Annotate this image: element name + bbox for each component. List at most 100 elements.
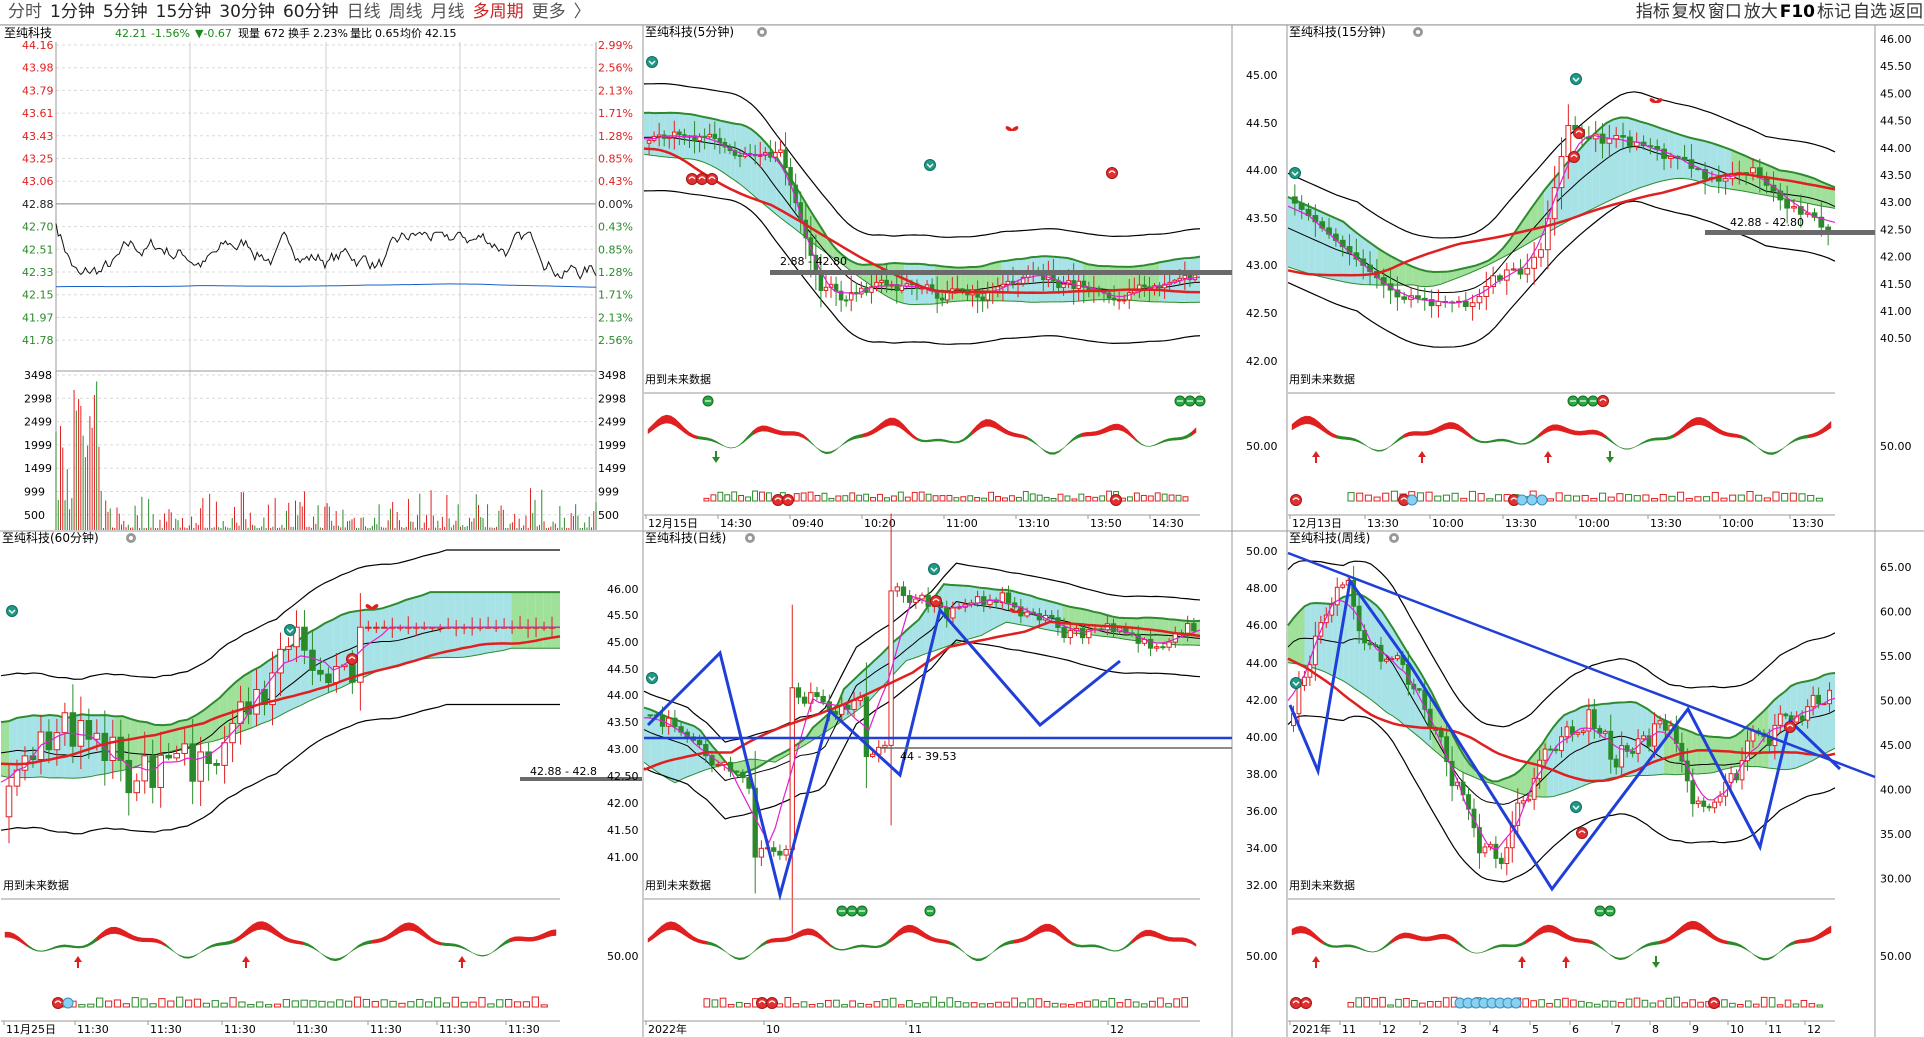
m15-macd-area — [1484, 440, 1490, 444]
weekly-macd-area — [1511, 944, 1517, 948]
weekly-indicator-bar — [1562, 997, 1569, 1008]
tab-5[interactable]: 60分钟 — [282, 2, 339, 22]
tab-8[interactable]: 月线 — [430, 2, 465, 22]
m5-indicator-bar — [884, 497, 890, 502]
daily-macd-area — [1163, 935, 1169, 942]
daily-macd-area — [1054, 925, 1060, 937]
m5-indicator-bar — [925, 493, 932, 502]
weekly-cloud — [1415, 663, 1421, 739]
tool-button-3[interactable]: 放大 — [1743, 2, 1778, 22]
tool-button-5[interactable]: 标记 — [1817, 2, 1851, 22]
weekly-macd-area — [1377, 947, 1383, 952]
buy-signal-icon — [1572, 805, 1580, 810]
m60-cloud — [446, 592, 455, 658]
tab-10[interactable]: 更多 — [531, 2, 566, 22]
m60-macd-area — [211, 943, 217, 948]
tab-1[interactable]: 1分钟 — [50, 2, 95, 22]
arrow-up-icon — [1562, 956, 1570, 968]
daily-macd-area — [711, 942, 717, 948]
m15-cloud — [1675, 133, 1683, 179]
tool-button-2[interactable]: 窗口 — [1707, 2, 1742, 22]
m60-macd-area — [422, 929, 428, 940]
weekly-left-tick: 42.00 — [1246, 694, 1278, 707]
buy-signal-icon — [1290, 677, 1302, 689]
m15-macd-area — [1534, 433, 1540, 441]
pct-tick: 0.00% — [598, 198, 633, 211]
m15-macd-area — [1763, 450, 1769, 455]
m15-indicator-bar — [1815, 497, 1823, 502]
weekly-macd-area — [1772, 953, 1778, 959]
price-tick: 43.98 — [22, 62, 54, 75]
m60-cloud — [478, 592, 488, 655]
m5-macd-area — [789, 431, 795, 436]
weekly-macd-area — [1327, 943, 1333, 948]
m60-cloud — [503, 592, 512, 651]
daily-cloud — [975, 586, 982, 638]
weekly-indicator-bar — [1363, 996, 1370, 1008]
m60-cloud — [397, 599, 407, 665]
weekly-candle — [1706, 805, 1712, 809]
weekly-macd-area — [1722, 939, 1728, 945]
m15-macd-area — [1776, 448, 1782, 454]
m15-macd-area — [1507, 439, 1513, 444]
more-chevron-icon[interactable]: 〉 — [573, 2, 591, 22]
daily-macd-area — [816, 931, 822, 941]
m15-macd-area — [1713, 424, 1719, 434]
tab-3[interactable]: 15分钟 — [155, 2, 212, 22]
m60-candle — [109, 736, 117, 762]
tool-button-6[interactable]: 自选 — [1853, 2, 1887, 22]
weekly-time-label: 7 — [1614, 1023, 1621, 1036]
m15-indicator-bar — [1477, 493, 1485, 502]
m15-indicator-bar — [1737, 494, 1745, 502]
daily-candle — [1110, 623, 1117, 633]
m5-indicator-bar — [960, 496, 967, 502]
daily-cloud — [1012, 590, 1019, 625]
m60-cloud — [495, 592, 504, 652]
m60-indicator-bar — [345, 1000, 353, 1008]
tab-7[interactable]: 周线 — [388, 2, 423, 22]
daily-macd-area — [1108, 949, 1115, 952]
daily-macd-area — [757, 943, 763, 950]
m60-macd-area — [114, 926, 121, 935]
tool-button-7[interactable]: 返回 — [1889, 2, 1923, 22]
daily-macd-area — [1168, 936, 1174, 942]
weekly-macd-area — [1767, 956, 1773, 961]
tool-button-4[interactable]: F10 — [1779, 2, 1815, 22]
tab-9[interactable]: 多周期 — [472, 2, 524, 22]
m15-macd-area — [1417, 431, 1423, 436]
tool-button-0[interactable]: 指标 — [1635, 2, 1670, 22]
m15-macd-area — [1678, 426, 1684, 436]
m5-macd-area — [1077, 432, 1083, 439]
m5-indicator-bar — [1029, 493, 1036, 502]
tab-6[interactable]: 日线 — [346, 2, 381, 22]
daily-macd-area — [679, 924, 685, 936]
tab-0[interactable]: 分时 — [8, 2, 42, 22]
m60-indicator-bar — [176, 996, 184, 1008]
m5-time-label: 14:30 — [720, 517, 752, 530]
m60-macd-area — [202, 947, 208, 952]
m60-indicator-bar — [460, 1001, 468, 1008]
buy-signal-icon — [8, 609, 16, 614]
m5-indicator-bar — [807, 491, 814, 502]
tab-2[interactable]: 5分钟 — [102, 2, 148, 22]
weekly-macd-area — [1700, 923, 1706, 935]
daily-macd-area — [1136, 931, 1142, 941]
tool-button-1[interactable]: 复权 — [1671, 2, 1706, 22]
daily-indicator-bar — [946, 997, 954, 1008]
daily-ma-long — [643, 620, 1201, 771]
daily-macd-area — [940, 939, 946, 944]
weekly-candle — [1663, 720, 1668, 731]
weekly-indicator-bar — [1395, 998, 1402, 1008]
m5-macd-area — [679, 422, 685, 434]
m15-macd-area — [1785, 441, 1791, 447]
weekly-candle — [1712, 801, 1718, 809]
m5-indicator-bar — [1043, 496, 1050, 502]
weekly-macd-area — [1691, 920, 1697, 930]
m60-macd-area — [243, 927, 249, 938]
m15-right-tick: 43.00 — [1880, 196, 1912, 209]
sell-signal-icon — [768, 1000, 776, 1004]
m15-macd-area — [1538, 429, 1544, 438]
tab-4[interactable]: 30分钟 — [219, 2, 275, 22]
m60-macd-area — [294, 939, 300, 945]
weekly-macd-area — [1601, 946, 1607, 953]
